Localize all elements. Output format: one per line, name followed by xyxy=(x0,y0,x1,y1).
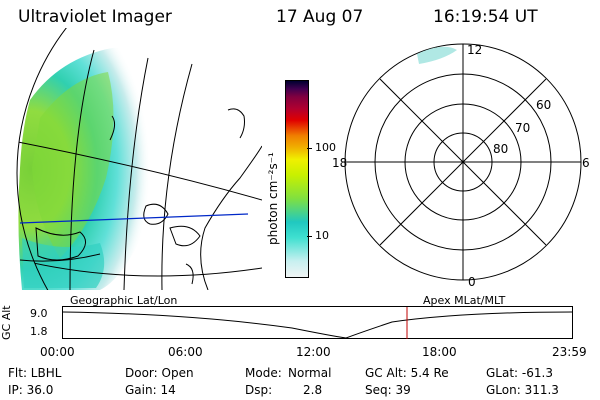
mlt-label-6: 6 xyxy=(582,156,590,170)
satellite-track-line xyxy=(19,213,249,224)
meridian-line xyxy=(161,63,193,290)
parallel-line xyxy=(17,141,262,201)
earth-limb xyxy=(16,28,67,290)
coastline xyxy=(200,145,262,290)
lat-label-70: 70 xyxy=(515,121,530,135)
colorbar-tick-10: 10 xyxy=(315,229,329,242)
uv-emission-patch xyxy=(417,46,457,64)
time-tick-2359: 23:59 xyxy=(552,345,587,359)
gc-alt-info: GC Alt: 5.4 Re xyxy=(365,366,449,380)
mlt-label-0: 0 xyxy=(468,275,476,289)
altitude-tick-9: 9.0 xyxy=(30,307,48,320)
mode-label: Mode: xyxy=(245,366,282,380)
time-tick-1800: 18:00 xyxy=(422,345,457,359)
altitude-tick-1-8: 1.8 xyxy=(30,325,48,338)
mode-value: Normal xyxy=(288,366,332,380)
door-info: Door: Open xyxy=(125,366,194,380)
apex-caption: Apex MLat/MLT xyxy=(423,294,506,307)
colorbar xyxy=(285,80,309,278)
coastline xyxy=(35,227,86,261)
coastline xyxy=(19,253,101,262)
altitude-curve xyxy=(62,311,573,339)
time-tick-0600: 06:00 xyxy=(168,345,203,359)
seq-info: Seq: 39 xyxy=(365,383,411,397)
parallel-line xyxy=(17,257,262,277)
geographic-image-map xyxy=(16,28,262,290)
mlt-line xyxy=(379,78,547,246)
geographic-caption: Geographic Lat/Lon xyxy=(70,294,178,307)
coastline xyxy=(169,225,201,247)
time-tick-0000: 00:00 xyxy=(40,345,75,359)
altitude-strip-plot xyxy=(62,306,573,339)
instrument-title: Ultraviolet Imager xyxy=(18,7,172,27)
mlt-label-12: 12 xyxy=(467,43,482,57)
coastline xyxy=(143,203,169,225)
filter-info: Flt: LBHL xyxy=(8,366,62,380)
time-label: 16:19:54 UT xyxy=(433,7,538,27)
glon-info: GLon: 311.3 xyxy=(486,383,559,397)
time-tick-1200: 12:00 xyxy=(296,345,331,359)
colorbar-unit-label: photon cm⁻²s⁻¹ xyxy=(266,152,280,245)
lat-label-60: 60 xyxy=(536,98,551,112)
coastline xyxy=(185,263,194,285)
colorbar-tick xyxy=(307,236,312,237)
polar-mlat-mlt-plot: 12 18 6 0 60 70 80 xyxy=(332,43,590,289)
coastline xyxy=(227,108,245,139)
glat-info: GLat: -61.3 xyxy=(486,366,553,380)
lat-label-80: 80 xyxy=(493,142,508,156)
date-label: 17 Aug 07 xyxy=(276,7,364,27)
mlt-label-18: 18 xyxy=(332,156,347,170)
dsp-label: Dsp: xyxy=(245,383,273,397)
colorbar-tick xyxy=(307,148,312,149)
coastline xyxy=(109,115,116,141)
dsp-value: 2.8 xyxy=(303,383,323,397)
gain-info: Gain: 14 xyxy=(125,383,176,397)
colorbar-tick-100: 100 xyxy=(315,141,336,154)
ip-info: IP: 36.0 xyxy=(8,383,54,397)
altitude-ylabel: GC Alt xyxy=(0,305,13,340)
